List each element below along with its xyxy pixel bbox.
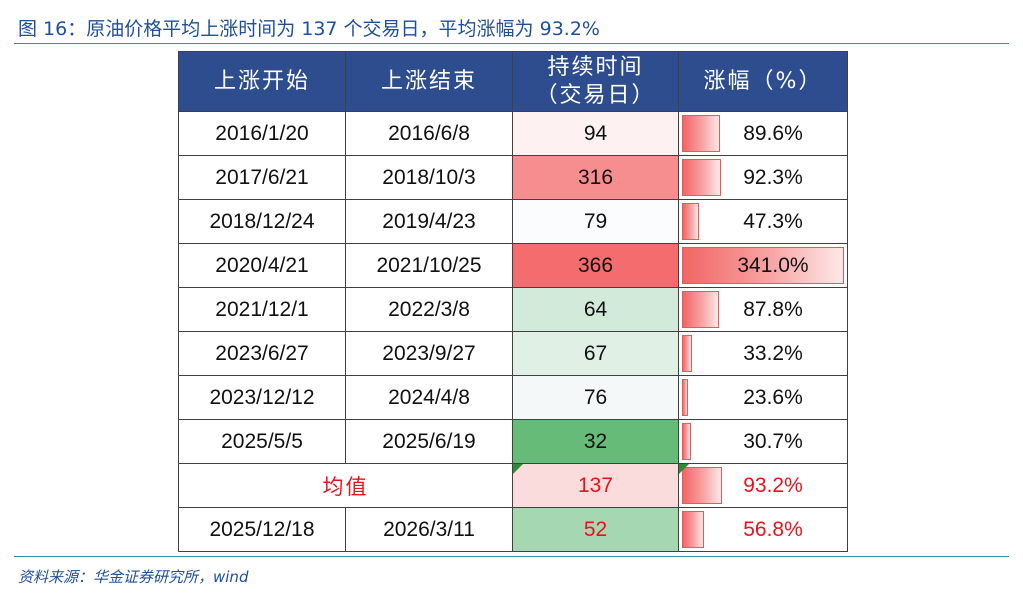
start-date-cell: 2025/5/5 xyxy=(178,419,346,464)
rise-cell: 87.8% xyxy=(678,287,848,332)
latest-rise-cell: 56.8% xyxy=(678,507,848,552)
average-label: 均值 xyxy=(178,463,513,508)
error-flag-icon xyxy=(679,464,689,474)
latest-duration-cell: 52 xyxy=(512,507,679,552)
end-date-cell: 2016/6/8 xyxy=(345,111,513,156)
header-duration: 持续时间 （交易日） xyxy=(512,51,679,112)
start-date-cell: 2023/6/27 xyxy=(178,331,346,376)
rise-databar xyxy=(682,115,721,152)
duration-cell: 94 xyxy=(512,111,679,156)
error-flag-icon xyxy=(513,464,523,474)
start-date-cell: 2021/12/1 xyxy=(178,287,346,332)
start-date-cell: 2023/12/12 xyxy=(178,375,346,420)
header-end: 上涨结束 xyxy=(345,51,513,112)
header-rise: 涨幅（%） xyxy=(678,51,848,112)
source-rule xyxy=(14,556,1009,557)
rise-cell: 23.6% xyxy=(678,375,848,420)
average-rise-cell: 93.2% xyxy=(678,463,848,508)
end-date-cell: 2026/3/11 xyxy=(345,507,513,552)
rise-value: 341.0% xyxy=(737,253,809,277)
rise-databar xyxy=(682,511,704,548)
duration-cell: 32 xyxy=(512,419,679,464)
header-duration-line2: （交易日） xyxy=(535,82,656,108)
average-rise-value: 93.2% xyxy=(743,473,803,497)
average-duration-cell: 137 xyxy=(512,463,679,508)
rise-value: 33.2% xyxy=(743,341,803,365)
table-row: 2018/12/24 2019/4/23 79 47.3% xyxy=(178,199,848,244)
rise-cell: 89.6% xyxy=(678,111,848,156)
figure-title: 图 16：原油价格平均上涨时间为 137 个交易日，平均涨幅为 93.2% xyxy=(18,18,600,40)
end-date-cell: 2021/10/25 xyxy=(345,243,513,288)
rise-value: 47.3% xyxy=(743,209,803,233)
table-row: 2017/6/21 2018/10/3 316 92.3% xyxy=(178,155,848,200)
duration-cell: 76 xyxy=(512,375,679,420)
start-date-cell: 2025/12/18 xyxy=(178,507,346,552)
start-date-cell: 2017/6/21 xyxy=(178,155,346,200)
average-duration-value: 137 xyxy=(577,473,614,497)
header-duration-line1: 持续时间 xyxy=(547,54,644,80)
rise-value: 92.3% xyxy=(743,165,803,189)
rise-databar xyxy=(682,203,700,240)
rise-cell: 92.3% xyxy=(678,155,848,200)
duration-cell: 67 xyxy=(512,331,679,376)
start-date-cell: 2018/12/24 xyxy=(178,199,346,244)
rise-cell: 47.3% xyxy=(678,199,848,244)
rise-value: 89.6% xyxy=(743,121,803,145)
rise-cell: 30.7% xyxy=(678,419,848,464)
rise-databar xyxy=(682,335,693,372)
rise-value: 87.8% xyxy=(743,297,803,321)
table-row: 2025/5/5 2025/6/19 32 30.7% xyxy=(178,419,848,464)
duration-cell: 79 xyxy=(512,199,679,244)
table-row: 2023/12/12 2024/4/8 76 23.6% xyxy=(178,375,848,420)
end-date-cell: 2024/4/8 xyxy=(345,375,513,420)
start-date-cell: 2016/1/20 xyxy=(178,111,346,156)
start-date-cell: 2020/4/21 xyxy=(178,243,346,288)
rise-cell: 341.0% xyxy=(678,243,848,288)
table-row: 2016/1/20 2016/6/8 94 89.6% xyxy=(178,111,848,156)
rise-cell: 33.2% xyxy=(678,331,848,376)
title-rule xyxy=(14,43,1009,44)
duration-cell: 64 xyxy=(512,287,679,332)
header-row: 上涨开始 上涨结束 持续时间 （交易日） 涨幅（%） xyxy=(178,51,848,112)
rise-databar xyxy=(682,423,692,460)
table-row: 2021/12/1 2022/3/8 64 87.8% xyxy=(178,287,848,332)
rise-databar xyxy=(682,247,844,284)
end-date-cell: 2022/3/8 xyxy=(345,287,513,332)
rally-table: 上涨开始 上涨结束 持续时间 （交易日） 涨幅（%） 2016/1/20 201… xyxy=(178,51,848,552)
end-date-cell: 2025/6/19 xyxy=(345,419,513,464)
end-date-cell: 2018/10/3 xyxy=(345,155,513,200)
rise-databar xyxy=(682,159,722,196)
rise-databar xyxy=(682,379,688,416)
header-start: 上涨开始 xyxy=(178,51,346,112)
rise-databar xyxy=(682,291,720,328)
latest-row: 2025/12/18 2026/3/11 52 56.8% xyxy=(178,507,848,552)
average-row: 均值 137 93.2% xyxy=(178,463,848,508)
end-date-cell: 2023/9/27 xyxy=(345,331,513,376)
rise-value: 23.6% xyxy=(743,385,803,409)
duration-cell: 316 xyxy=(512,155,679,200)
end-date-cell: 2019/4/23 xyxy=(345,199,513,244)
source-note: 资料来源：华金证券研究所，wind xyxy=(18,568,249,586)
duration-cell: 366 xyxy=(512,243,679,288)
latest-rise-value: 56.8% xyxy=(743,517,803,541)
table-row: 2020/4/21 2021/10/25 366 341.0% xyxy=(178,243,848,288)
rise-value: 30.7% xyxy=(743,429,803,453)
table-row: 2023/6/27 2023/9/27 67 33.2% xyxy=(178,331,848,376)
